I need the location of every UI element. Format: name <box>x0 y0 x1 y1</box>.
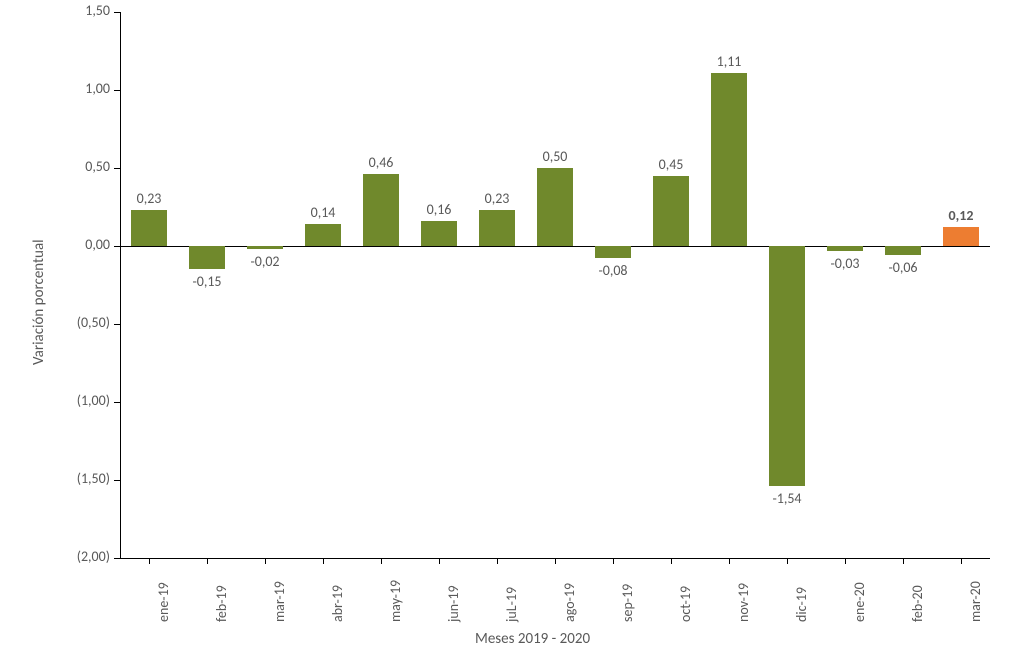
bar <box>943 227 979 246</box>
x-tick-label: nov-19 <box>735 583 752 622</box>
bar-value-label: 0,23 <box>468 190 526 207</box>
bar <box>421 221 457 246</box>
y-tick-label: (0,50) <box>77 314 110 331</box>
y-axis-line <box>120 12 121 558</box>
y-tick-mark <box>114 12 120 13</box>
x-tick-label: juL-19 <box>503 587 520 622</box>
bar <box>247 246 283 249</box>
bar-value-label: 0,50 <box>526 148 584 165</box>
x-tick-label: feb-20 <box>909 585 926 622</box>
bar <box>653 176 689 246</box>
x-tick-label: ene-20 <box>851 582 868 622</box>
bar <box>711 73 747 246</box>
bar-value-label: 0,14 <box>294 204 352 221</box>
y-tick-mark <box>114 324 120 325</box>
x-tick-label: feb-19 <box>213 585 230 622</box>
y-tick-mark <box>114 90 120 91</box>
bar <box>769 246 805 486</box>
y-tick-label: 0,00 <box>85 236 110 253</box>
bar-value-label: 0,12 <box>932 207 990 224</box>
bar <box>595 246 631 258</box>
bar <box>189 246 225 269</box>
y-tick-label: 0,50 <box>85 158 110 175</box>
bar-value-label: -0,06 <box>874 259 932 276</box>
bar-value-label: -0,03 <box>816 255 874 272</box>
y-tick-label: (2,00) <box>77 548 110 565</box>
y-tick-mark <box>114 402 120 403</box>
x-tick-label: oct-19 <box>677 586 694 622</box>
bar-value-label: 0,45 <box>642 156 700 173</box>
x-tick-label: jun-19 <box>445 585 462 622</box>
bar <box>885 246 921 255</box>
chart-container: (2,00) (1,50) (1,00) (0,50) 0,00 0,50 1,00 1,50… <box>0 0 1010 655</box>
x-tick-label: abr-19 <box>329 585 346 622</box>
x-tick-label: dic-19 <box>793 587 810 622</box>
bar-value-label: -0,15 <box>178 273 236 290</box>
x-axis-bottom-line <box>120 558 990 559</box>
y-tick-mark <box>114 246 120 247</box>
x-tick-label: ene-19 <box>155 582 172 622</box>
x-axis-title: Meses 2019 - 2020 <box>475 630 590 648</box>
bar-value-label: -0,02 <box>236 253 294 270</box>
bar-value-label: 0,16 <box>410 201 468 218</box>
y-tick-mark <box>114 480 120 481</box>
x-tick-label: mar-20 <box>967 581 984 622</box>
x-tick-label: mar-19 <box>271 581 288 622</box>
y-tick-label: 1,00 <box>85 80 110 97</box>
x-tick-label: sep-19 <box>619 584 636 622</box>
bar-value-label: 0,46 <box>352 154 410 171</box>
bar-value-label: 1,11 <box>700 53 758 70</box>
bar-value-label: -0,08 <box>584 262 642 279</box>
x-tick-label: may-19 <box>387 580 404 622</box>
y-axis-title: Variación porcentual <box>30 239 48 365</box>
bar <box>363 174 399 246</box>
y-tick-label: (1,00) <box>77 392 110 409</box>
bar <box>827 246 863 251</box>
y-tick-label: 1,50 <box>85 2 110 19</box>
bar <box>131 210 167 246</box>
bar <box>479 210 515 246</box>
y-tick-label: (1,50) <box>77 470 110 487</box>
y-tick-mark <box>114 168 120 169</box>
bar <box>305 224 341 246</box>
x-tick-label: ago-19 <box>561 583 578 622</box>
bar-value-label: 0,23 <box>120 190 178 207</box>
bar <box>537 168 573 246</box>
bar-value-label: -1,54 <box>758 490 816 507</box>
